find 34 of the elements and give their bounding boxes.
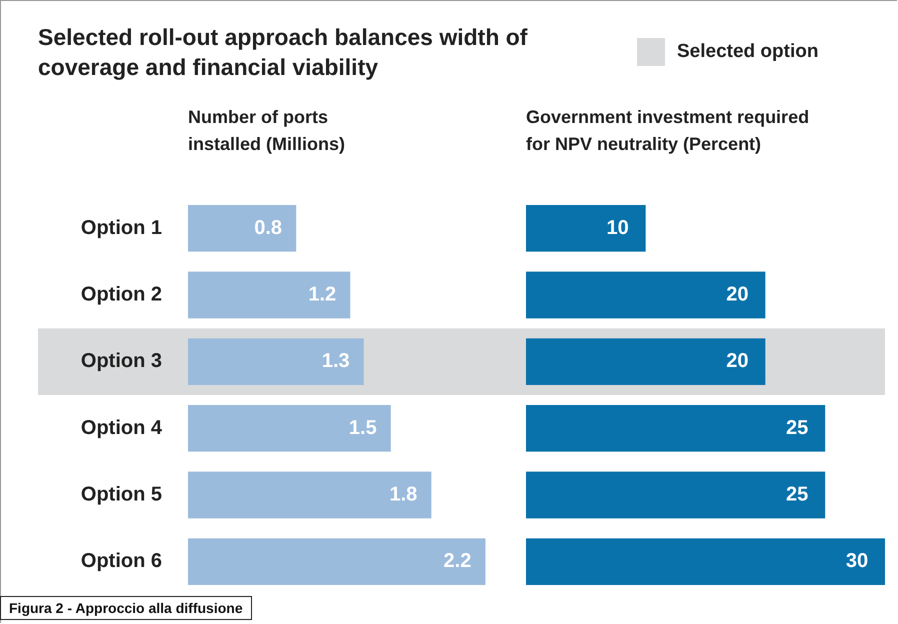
data-label: 1.5 bbox=[348, 416, 377, 439]
chart-title: Selected roll-out approach balances width of coverage and financial viability bbox=[38, 23, 528, 82]
data-label: 30 bbox=[846, 550, 868, 572]
data-label: 25 bbox=[786, 416, 808, 439]
y-tick-label: Option 2 bbox=[80, 284, 162, 306]
data-label: 25 bbox=[786, 484, 808, 506]
data-label: 1.8 bbox=[389, 484, 418, 506]
data-label: 20 bbox=[726, 350, 748, 372]
bar bbox=[188, 338, 364, 385]
bar bbox=[526, 472, 826, 518]
y-tick-label: Option 1 bbox=[80, 216, 162, 239]
text: Figura 2 - Approccio alla diffusione bbox=[0, 596, 252, 620]
data-label: 10 bbox=[606, 216, 629, 239]
data-label: 20 bbox=[726, 284, 748, 306]
bar bbox=[188, 538, 486, 585]
y-tick-label: Option 4 bbox=[80, 416, 163, 439]
bar bbox=[188, 472, 432, 518]
bar bbox=[526, 538, 885, 585]
x-axis-title: Government investment required for NPV neutrality (Percent) bbox=[526, 106, 810, 156]
data-label: 2.2 bbox=[444, 550, 472, 572]
bar bbox=[188, 405, 391, 452]
x-axis-title: Number of ports installed (Millions) bbox=[188, 106, 346, 156]
bar bbox=[526, 205, 646, 252]
bar bbox=[526, 405, 826, 452]
data-label: 1.2 bbox=[308, 284, 336, 306]
y-tick-label: Option 6 bbox=[80, 550, 162, 572]
data-label: 1.3 bbox=[322, 350, 350, 372]
y-tick-label: Option 5 bbox=[80, 484, 162, 506]
bar bbox=[188, 205, 296, 252]
y-tick-label: Option 3 bbox=[80, 350, 162, 372]
data-label: 0.8 bbox=[254, 216, 282, 239]
legend-label: Selected option bbox=[677, 41, 818, 63]
bar bbox=[188, 272, 350, 318]
bar bbox=[526, 272, 766, 318]
